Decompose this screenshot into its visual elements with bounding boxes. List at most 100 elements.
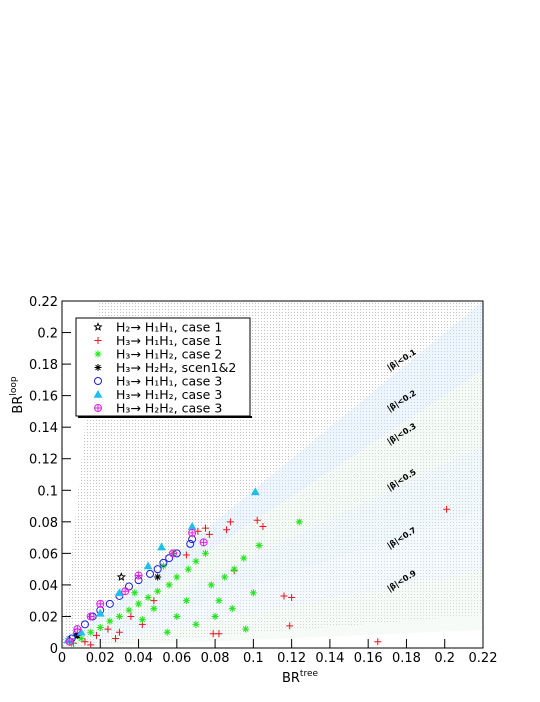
point — [249, 589, 257, 597]
point — [168, 549, 177, 558]
point — [124, 582, 133, 591]
point — [86, 612, 95, 621]
point — [199, 538, 208, 547]
point — [182, 597, 190, 605]
point — [125, 606, 133, 614]
point — [207, 581, 215, 589]
x-tick-label: 0.2 — [434, 651, 455, 666]
point — [173, 612, 181, 620]
point — [65, 637, 74, 646]
point — [192, 557, 200, 565]
point — [73, 625, 82, 634]
legend-marker — [94, 364, 102, 371]
point — [188, 528, 197, 537]
point — [221, 573, 229, 581]
point — [240, 554, 248, 562]
point — [77, 635, 85, 643]
x-tick-label: 0.16 — [354, 651, 383, 666]
point — [215, 630, 223, 638]
x-axis-label: BRtree — [282, 669, 319, 686]
point — [87, 641, 95, 649]
point — [116, 572, 126, 581]
y-axis-label: BRloop — [9, 376, 26, 413]
x-tick-label: 0.1 — [243, 651, 264, 666]
point — [87, 628, 95, 636]
y-tick-label: 0.04 — [29, 579, 58, 594]
legend-label: H₃→ H₁H₁, case 3 — [116, 374, 222, 389]
point — [205, 530, 213, 538]
point — [96, 599, 105, 608]
point — [215, 597, 223, 605]
x-tick-label: 0.06 — [162, 651, 191, 666]
point — [92, 631, 100, 639]
point — [223, 526, 231, 534]
point — [259, 523, 267, 531]
point — [80, 620, 89, 629]
point — [211, 612, 219, 620]
point — [115, 588, 124, 597]
point — [150, 605, 158, 613]
y-tick-label: 0.14 — [29, 421, 58, 436]
x-tick-label: 0.12 — [277, 651, 306, 666]
point — [95, 608, 105, 617]
legend-marker — [94, 404, 103, 412]
point — [96, 623, 104, 631]
point — [154, 573, 162, 581]
point — [144, 594, 152, 602]
point — [186, 539, 195, 548]
point — [295, 518, 303, 526]
point — [115, 628, 123, 636]
point — [202, 524, 210, 532]
point — [250, 487, 260, 496]
point — [159, 558, 168, 567]
point — [202, 549, 210, 557]
point — [115, 612, 123, 620]
point — [153, 565, 162, 574]
point — [138, 616, 146, 624]
y-tick-label: 0.06 — [29, 547, 58, 562]
point — [255, 541, 263, 549]
point — [105, 599, 114, 608]
point — [165, 554, 174, 563]
y-tick-label: 0.02 — [29, 610, 58, 625]
x-tick-label: 0.08 — [201, 651, 230, 666]
plot-frame — [61, 300, 484, 649]
point — [165, 581, 173, 589]
point — [228, 605, 236, 613]
point — [104, 625, 112, 633]
x-tick-label: 0.18 — [392, 651, 421, 666]
y-tick-label: 0.22 — [29, 295, 58, 310]
y-tick-label: 0.16 — [29, 390, 58, 405]
point — [121, 587, 130, 596]
legend-label: H₃→ H₂H₂, case 3 — [116, 401, 222, 416]
point — [106, 617, 114, 625]
legend-label: H₃→ H₂H₂, scen1&2 — [116, 360, 236, 375]
point — [150, 597, 158, 605]
y-tick-label: 0.2 — [37, 327, 58, 342]
y-tick-label: 0.18 — [29, 358, 58, 373]
band — [62, 445, 483, 648]
legend-shadow — [78, 416, 252, 418]
legend-marker — [94, 337, 102, 344]
point — [242, 625, 250, 633]
point — [288, 594, 296, 602]
point — [127, 612, 135, 620]
legend-label: H₃→ H₁H₂, case 3 — [116, 387, 222, 402]
band — [62, 510, 483, 648]
point — [154, 587, 162, 595]
legend-marker — [94, 377, 103, 385]
point — [173, 573, 181, 581]
legend-label: H₃→ H₁H₂, case 2 — [116, 347, 222, 362]
x-tick-label: 0.02 — [86, 651, 115, 666]
x-tick-label: 0 — [58, 651, 66, 666]
y-tick-label: 0.1 — [37, 484, 58, 499]
x-tick-label: 0.22 — [469, 651, 498, 666]
legend-marker — [94, 350, 102, 358]
point — [163, 628, 171, 636]
point — [192, 620, 200, 628]
point — [134, 576, 143, 585]
x-tick-label: 0.14 — [315, 651, 344, 666]
point — [253, 516, 261, 524]
y-tick-label: 0.12 — [29, 453, 58, 468]
